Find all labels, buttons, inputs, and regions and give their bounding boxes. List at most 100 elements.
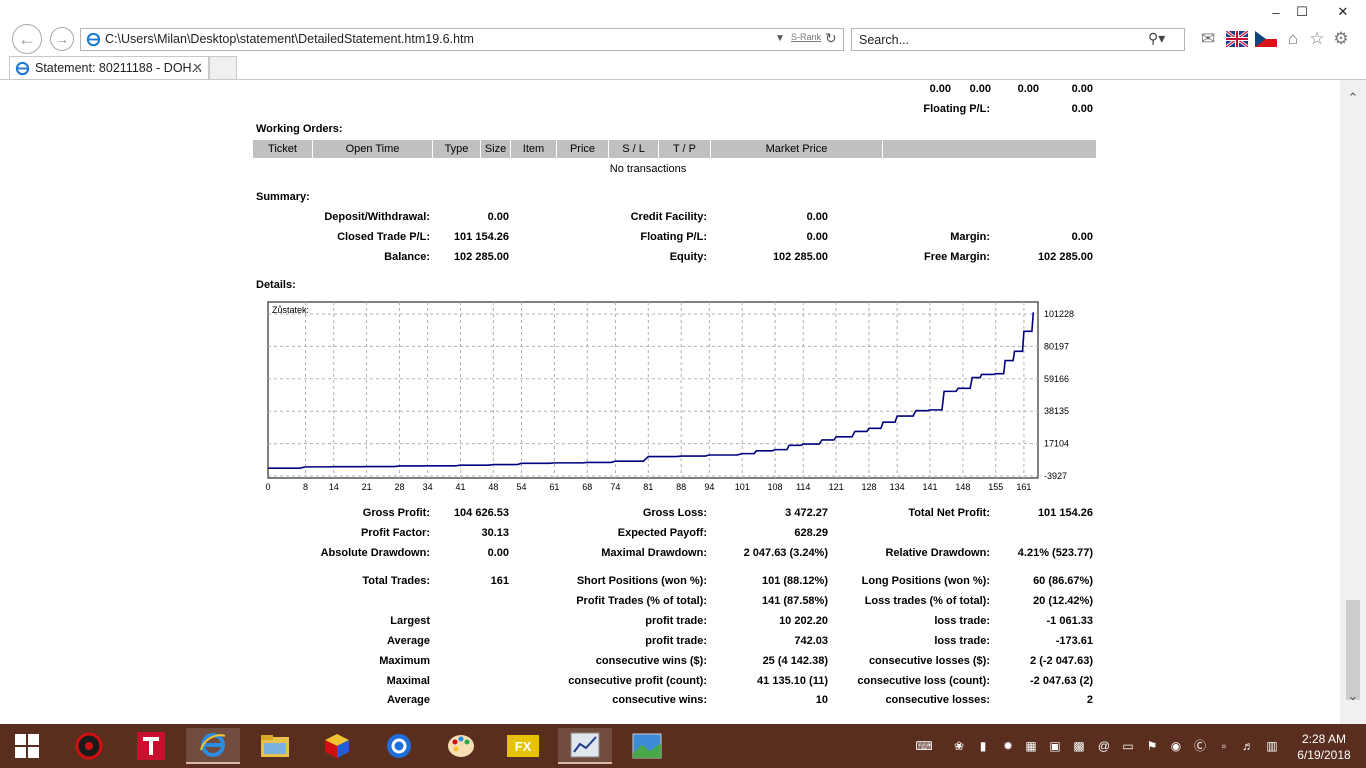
tray-bug-icon[interactable]: ✹ — [1002, 739, 1014, 753]
chart-x-tick-label: 108 — [768, 482, 783, 492]
tray-monitor-icon[interactable]: ▭ — [1122, 739, 1134, 753]
chrome-divider — [0, 79, 1366, 80]
average2-label: Average — [386, 694, 430, 706]
gross-profit-label: Gross Profit: — [362, 507, 430, 519]
taskbar-app-photo[interactable] — [620, 728, 674, 764]
scroll-up-icon[interactable]: ⌃ — [1347, 90, 1359, 105]
taskbar-app-explorer[interactable] — [248, 728, 302, 764]
chart-x-tick-label: 61 — [549, 482, 559, 492]
svg-text:FX: FX — [515, 739, 532, 754]
profit-factor-label: Profit Factor: — [360, 527, 430, 539]
abs-drawdown-value: 0.00 — [487, 547, 509, 559]
max-drawdown-value: 2 047.63 (3.24%) — [743, 547, 828, 559]
floating-pl-label: Floating P/L: — [640, 231, 707, 243]
loss-trades-value: 20 (12.42%) — [1033, 595, 1093, 607]
balance-label: Balance: — [384, 251, 430, 263]
max-cons-losses-value: 2 (-2 047.63) — [1030, 655, 1093, 667]
fx-icon: FX — [507, 735, 539, 757]
windows-logo-icon — [15, 734, 39, 758]
address-dropdown-icon[interactable]: ▼ — [775, 33, 785, 44]
clock[interactable]: 2:28 AM 6/19/2018 — [1290, 731, 1358, 763]
refresh-icon[interactable]: ↻ — [825, 30, 837, 46]
volume-icon[interactable]: ♬ — [1242, 739, 1254, 753]
fragment-value-4: 0.00 — [1071, 83, 1093, 95]
taskbar-app-t[interactable] — [124, 728, 178, 764]
favorites-star-icon[interactable]: ☆ — [1309, 29, 1325, 48]
close-window-button[interactable]: ✕ — [1320, 0, 1366, 24]
gross-profit-value: 104 626.53 — [453, 507, 509, 519]
taskbar-app-red-gear[interactable] — [62, 728, 116, 764]
forward-button[interactable]: → — [50, 27, 74, 51]
tray-network-icon[interactable]: ▦ — [1025, 739, 1037, 753]
tray-battery-icon[interactable]: ▮ — [979, 739, 987, 753]
home-icon[interactable]: ⌂ — [1287, 29, 1299, 48]
tray-blocks-icon[interactable]: ▩ — [1073, 739, 1085, 753]
settings-gear-icon[interactable]: ⚙ — [1333, 29, 1349, 48]
wifi-signal-icon[interactable]: ▥ — [1266, 739, 1278, 753]
chart-x-tick-label: 121 — [829, 482, 844, 492]
taskbar-app-paint[interactable] — [434, 728, 488, 764]
loss-trades-label: Loss trades (% of total): — [864, 595, 990, 607]
taskbar-app-cube[interactable] — [310, 728, 364, 764]
tray-palette-icon[interactable]: ❀ — [953, 739, 965, 753]
taskbar-app-fx[interactable]: FX — [496, 728, 550, 764]
largest-label: Largest — [390, 615, 430, 627]
maximal-loss-value: -2 047.63 (2) — [1030, 675, 1093, 687]
tray-share-icon[interactable]: ▣ — [1049, 739, 1061, 753]
start-button[interactable] — [0, 728, 54, 764]
tray-at-icon[interactable]: @ — [1097, 739, 1111, 753]
short-positions-label: Short Positions (won %): — [576, 575, 707, 587]
gross-loss-value: 3 472.27 — [785, 507, 828, 519]
chart-x-tick-label: 41 — [455, 482, 465, 492]
keyboard-icon[interactable]: ⌨ — [915, 739, 933, 753]
folder-icon — [261, 735, 289, 757]
chart-y-tick-label: 17104 — [1044, 439, 1069, 449]
col-price: Price — [557, 140, 609, 158]
tray-c-icon[interactable]: Ⓒ — [1193, 739, 1206, 753]
tray-display-icon[interactable]: ▫ — [1221, 739, 1227, 753]
chart-x-tick-label: 0 — [265, 482, 270, 492]
new-tab-button[interactable] — [209, 56, 237, 80]
no-transactions-text: No transactions — [609, 163, 687, 175]
search-box[interactable]: Search... ⚲▾ — [851, 28, 1185, 51]
total-trades-label: Total Trades: — [362, 575, 430, 587]
mail-icon[interactable]: ✉ — [1200, 29, 1216, 48]
search-icon[interactable]: ⚲▾ — [1148, 30, 1166, 46]
largest-profit-value: 10 202.20 — [779, 615, 828, 627]
fragment-floating-value: 0.00 — [1071, 103, 1093, 115]
vertical-scrollbar[interactable]: ⌃ ⌄ — [1340, 80, 1366, 724]
max-cons-wins-label: consecutive wins ($): — [595, 655, 707, 667]
tray-lock-icon[interactable]: ◉ — [1170, 739, 1182, 753]
scroll-down-icon[interactable]: ⌄ — [1347, 688, 1359, 703]
ie-tab-icon — [15, 61, 30, 76]
col-open-time: Open Time — [313, 140, 433, 158]
address-bar[interactable]: C:\Users\Milan\Desktop\statement\Detaile… — [80, 28, 844, 51]
uk-flag-icon[interactable] — [1226, 31, 1248, 47]
close-tab-icon[interactable]: ✕ — [192, 60, 203, 75]
chart-grid — [268, 302, 1038, 478]
minimize-button[interactable]: – — [1272, 4, 1280, 20]
maximize-button[interactable]: ☐ — [1296, 4, 1308, 19]
avg-cons-wins-value: 10 — [815, 694, 828, 706]
col-type: Type — [433, 140, 481, 158]
tab-title: Statement: 80211188 - DOH... — [35, 61, 202, 75]
search-input[interactable]: Search... — [859, 33, 910, 47]
tab-statement[interactable]: Statement: 80211188 - DOH... ✕ — [9, 56, 209, 80]
chart-x-tick-label: 48 — [488, 482, 498, 492]
tray-flag-icon[interactable]: ⚑ — [1146, 739, 1158, 753]
taskbar-app-blue-c[interactable] — [372, 728, 426, 764]
abs-drawdown-label: Absolute Drawdown: — [320, 547, 430, 559]
rank-label[interactable]: S-Rank — [791, 32, 822, 42]
taskbar-app-chart[interactable] — [558, 728, 612, 764]
long-positions-value: 60 (86.67%) — [1033, 575, 1093, 587]
back-button[interactable]: ← — [12, 24, 42, 54]
taskbar-app-ie[interactable] — [186, 728, 240, 764]
forward-arrow-icon: → — [55, 31, 69, 47]
tab-row: Statement: 80211188 - DOH... ✕ — [0, 56, 1366, 80]
scroll-thumb[interactable] — [1346, 600, 1360, 700]
palette-icon — [448, 735, 474, 757]
czech-flag-icon[interactable] — [1255, 31, 1277, 47]
chart-window-icon — [570, 732, 600, 758]
chart-x-tick-label: 94 — [704, 482, 714, 492]
floating-pl-value: 0.00 — [806, 231, 828, 243]
